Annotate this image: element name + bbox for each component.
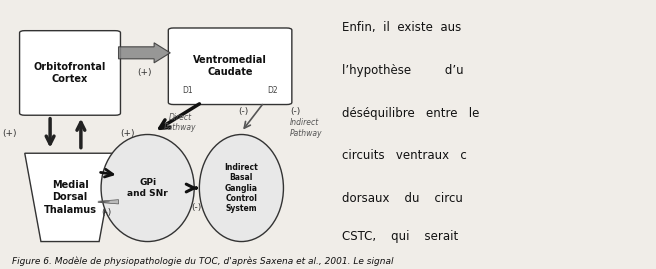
Text: dorsaux    du    circu: dorsaux du circu	[342, 192, 462, 205]
Text: D1: D1	[182, 86, 193, 95]
Text: déséquilibre   entre   le: déséquilibre entre le	[342, 107, 479, 120]
Text: D2: D2	[267, 86, 277, 95]
Text: circuits   ventraux   c: circuits ventraux c	[342, 149, 466, 162]
Polygon shape	[119, 43, 171, 63]
Text: (+): (+)	[3, 129, 17, 138]
Text: Orbitofrontal
Cortex: Orbitofrontal Cortex	[34, 62, 106, 84]
Text: Ventromedial
Caudate: Ventromedial Caudate	[193, 55, 267, 77]
Text: Direct
Pathway: Direct Pathway	[164, 113, 196, 133]
Text: l’hypothèse         d’u: l’hypothèse d’u	[342, 64, 463, 77]
Text: (-): (-)	[192, 203, 202, 212]
Polygon shape	[25, 153, 115, 242]
Text: Indirect
Basal
Ganglia
Control
System: Indirect Basal Ganglia Control System	[224, 163, 258, 213]
Text: (-): (-)	[102, 208, 112, 218]
Text: Enfin,  il  existe  aus: Enfin, il existe aus	[342, 21, 461, 34]
Text: Medial
Dorsal
Thalamus: Medial Dorsal Thalamus	[43, 180, 96, 215]
Text: (+): (+)	[121, 129, 135, 138]
Text: (-): (-)	[290, 107, 300, 116]
FancyBboxPatch shape	[20, 31, 121, 115]
Polygon shape	[98, 200, 119, 204]
Text: Figure 6. Modèle de physiopathologie du TOC, d'après Saxena et al., 2001. Le sig: Figure 6. Modèle de physiopathologie du …	[12, 256, 394, 266]
Text: Indirect
Pathway: Indirect Pathway	[290, 118, 322, 138]
Text: (-): (-)	[238, 107, 249, 116]
FancyBboxPatch shape	[169, 28, 292, 105]
Text: GPi
and SNr: GPi and SNr	[127, 178, 168, 198]
Text: CSTC,    qui    serait: CSTC, qui serait	[342, 230, 458, 243]
Ellipse shape	[101, 134, 194, 242]
Ellipse shape	[199, 134, 283, 242]
Text: (+): (+)	[137, 68, 152, 77]
